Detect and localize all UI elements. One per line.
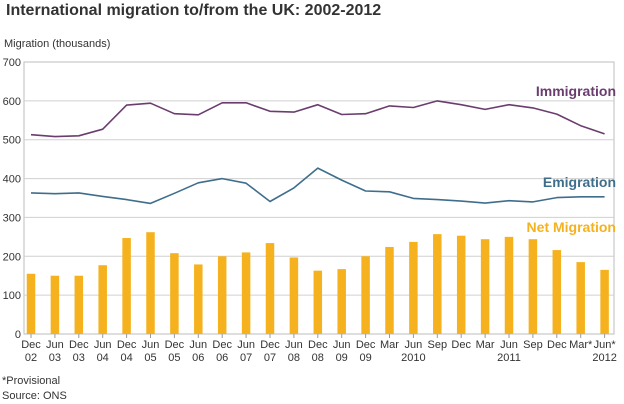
- net-migration-bar: [504, 236, 514, 334]
- x-tick-year: 2011: [497, 352, 521, 364]
- net-migration-bar: [170, 253, 179, 334]
- x-tick-year: 04: [120, 352, 132, 364]
- x-tick-year: 09: [359, 352, 371, 364]
- x-tick-year: 09: [336, 352, 348, 364]
- x-tick-label: Mar*: [569, 339, 593, 351]
- y-tick-label: 0: [15, 329, 21, 341]
- x-tick-year: 04: [97, 352, 109, 364]
- x-tick-label: Jun: [405, 339, 423, 351]
- y-tick-label: 400: [3, 174, 21, 186]
- x-tick-label: Dec: [356, 339, 376, 351]
- chart-title: International migration to/from the UK: …: [6, 2, 382, 19]
- y-axis-label: Migration (thousands): [4, 38, 111, 50]
- x-tick-label: Dec: [260, 339, 280, 351]
- x-tick-label: Jun: [142, 339, 160, 351]
- x-tick-year: 06: [192, 352, 204, 364]
- net-migration-bar: [337, 269, 346, 334]
- net-migration-bar: [528, 239, 538, 334]
- net-migration-bar: [456, 235, 466, 334]
- net-migration-bar: [313, 270, 323, 334]
- x-tick-year: 2010: [401, 352, 425, 364]
- x-tick-label: Dec: [308, 339, 328, 351]
- x-tick-label: Dec: [117, 339, 137, 351]
- net-migration-bar: [98, 265, 107, 334]
- y-tick-label: 500: [3, 135, 21, 147]
- x-tick-label: Jun: [46, 339, 64, 351]
- net-migration-bar: [26, 273, 36, 334]
- x-tick-label: Dec: [69, 339, 89, 351]
- x-tick-year: 2012: [592, 352, 616, 364]
- net-migration-bar: [576, 262, 585, 334]
- y-tick-label: 100: [3, 290, 21, 302]
- net-migration-bar: [433, 234, 442, 334]
- x-tick-label: Dec: [547, 339, 567, 351]
- immigration-line: [30, 100, 605, 138]
- x-tick-label: Sep: [428, 339, 448, 351]
- x-tick-label: Sep: [523, 339, 543, 351]
- y-tick-label: 300: [3, 212, 21, 224]
- x-tick-year: 07: [264, 352, 276, 364]
- net-migration-bar: [409, 241, 418, 334]
- net-migration-bar: [480, 239, 490, 334]
- x-tick-label: Jun: [333, 339, 351, 351]
- net-migration-bar: [146, 232, 155, 334]
- y-tick-label: 700: [3, 57, 21, 69]
- x-tick-label: Dec: [21, 339, 41, 351]
- net-migration-bar: [74, 275, 84, 334]
- emigration-line: [30, 167, 605, 205]
- x-tick-label: Dec: [451, 339, 471, 351]
- net-migration-bar: [50, 275, 60, 334]
- net-migration-bar: [265, 243, 275, 334]
- net-migration-bar: [385, 246, 394, 334]
- x-tick-label: Mar: [476, 339, 495, 351]
- x-tick-label: Jun: [189, 339, 207, 351]
- x-tick-label: Jun: [237, 339, 255, 351]
- source-note: Source: ONS: [2, 390, 67, 402]
- x-tick-label: Dec: [165, 339, 185, 351]
- x-tick-year: 06: [216, 352, 228, 364]
- x-tick-label: Jun: [94, 339, 112, 351]
- net-migration-bar: [217, 256, 227, 334]
- net-migration-bar: [122, 238, 131, 334]
- x-tick-year: 08: [312, 352, 324, 364]
- net-migration-bar: [361, 256, 370, 334]
- x-tick-label: Mar: [380, 339, 399, 351]
- y-tick-label: 200: [3, 251, 21, 263]
- x-tick-year: 05: [168, 352, 180, 364]
- net-migration-bar: [552, 250, 562, 334]
- net-migration-label: Net Migration: [527, 219, 616, 235]
- x-tick-label: Jun*: [594, 339, 617, 351]
- x-tick-label: Jun: [500, 339, 518, 351]
- x-tick-year: 05: [144, 352, 156, 364]
- provisional-note: *Provisional: [2, 375, 61, 387]
- x-tick-year: 08: [288, 352, 300, 364]
- x-tick-year: 02: [25, 352, 37, 364]
- emigration-label: Emigration: [543, 174, 616, 190]
- net-migration-bar: [194, 264, 203, 334]
- net-migration-bar: [600, 269, 609, 334]
- x-tick-year: 03: [73, 352, 85, 364]
- x-tick-year: 03: [49, 352, 61, 364]
- net-migration-bar: [289, 257, 299, 334]
- immigration-label: Immigration: [536, 83, 616, 99]
- x-tick-year: 07: [240, 352, 252, 364]
- x-tick-label: Dec: [212, 339, 232, 351]
- x-tick-label: Jun: [285, 339, 303, 351]
- y-tick-label: 600: [3, 96, 21, 108]
- net-migration-bar: [241, 252, 251, 334]
